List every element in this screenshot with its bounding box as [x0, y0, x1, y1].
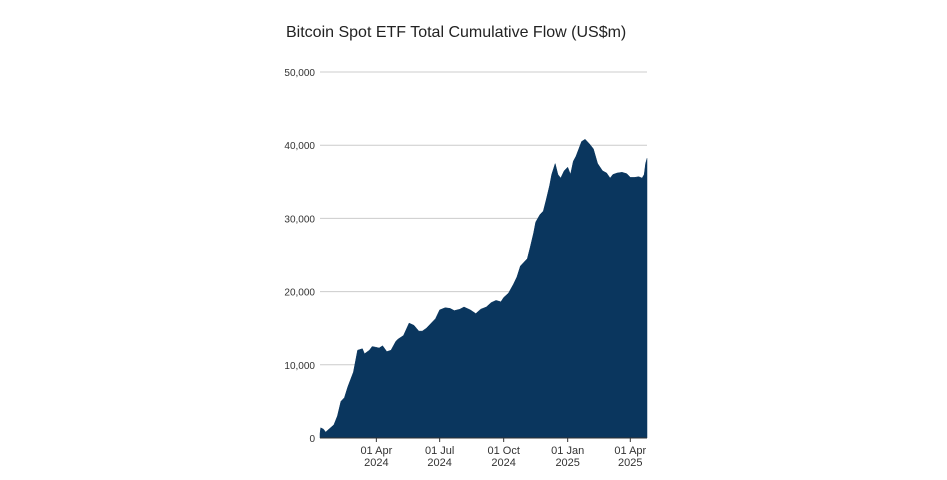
x-tick-year: 2024: [491, 457, 515, 469]
x-tick-label: 01 Apr: [614, 445, 646, 457]
x-tick-label: 01 Jul: [425, 445, 454, 457]
x-tick-year: 2024: [364, 457, 388, 469]
y-tick-label: 40,000: [284, 141, 315, 152]
y-tick-label: 0: [309, 434, 315, 445]
chart-title: Bitcoin Spot ETF Total Cumulative Flow (…: [286, 24, 627, 41]
y-tick-label: 10,000: [284, 361, 315, 372]
x-tick-year: 2024: [427, 457, 451, 469]
area-series: [319, 138, 648, 439]
y-tick-label: 20,000: [284, 288, 315, 299]
x-tick-label: 01 Oct: [487, 445, 519, 457]
y-axis-ticks: 0 10,000 20,000 30,000 40,000 50,000: [284, 68, 315, 445]
x-tick-year: 2025: [555, 457, 579, 469]
x-tick-year: 2025: [618, 457, 642, 469]
x-tick-label: 01 Apr: [360, 445, 392, 457]
y-tick-label: 50,000: [284, 68, 315, 79]
plot-area: [319, 138, 648, 439]
x-tick-label: 01 Jan: [551, 445, 584, 457]
y-tick-label: 30,000: [284, 214, 315, 225]
